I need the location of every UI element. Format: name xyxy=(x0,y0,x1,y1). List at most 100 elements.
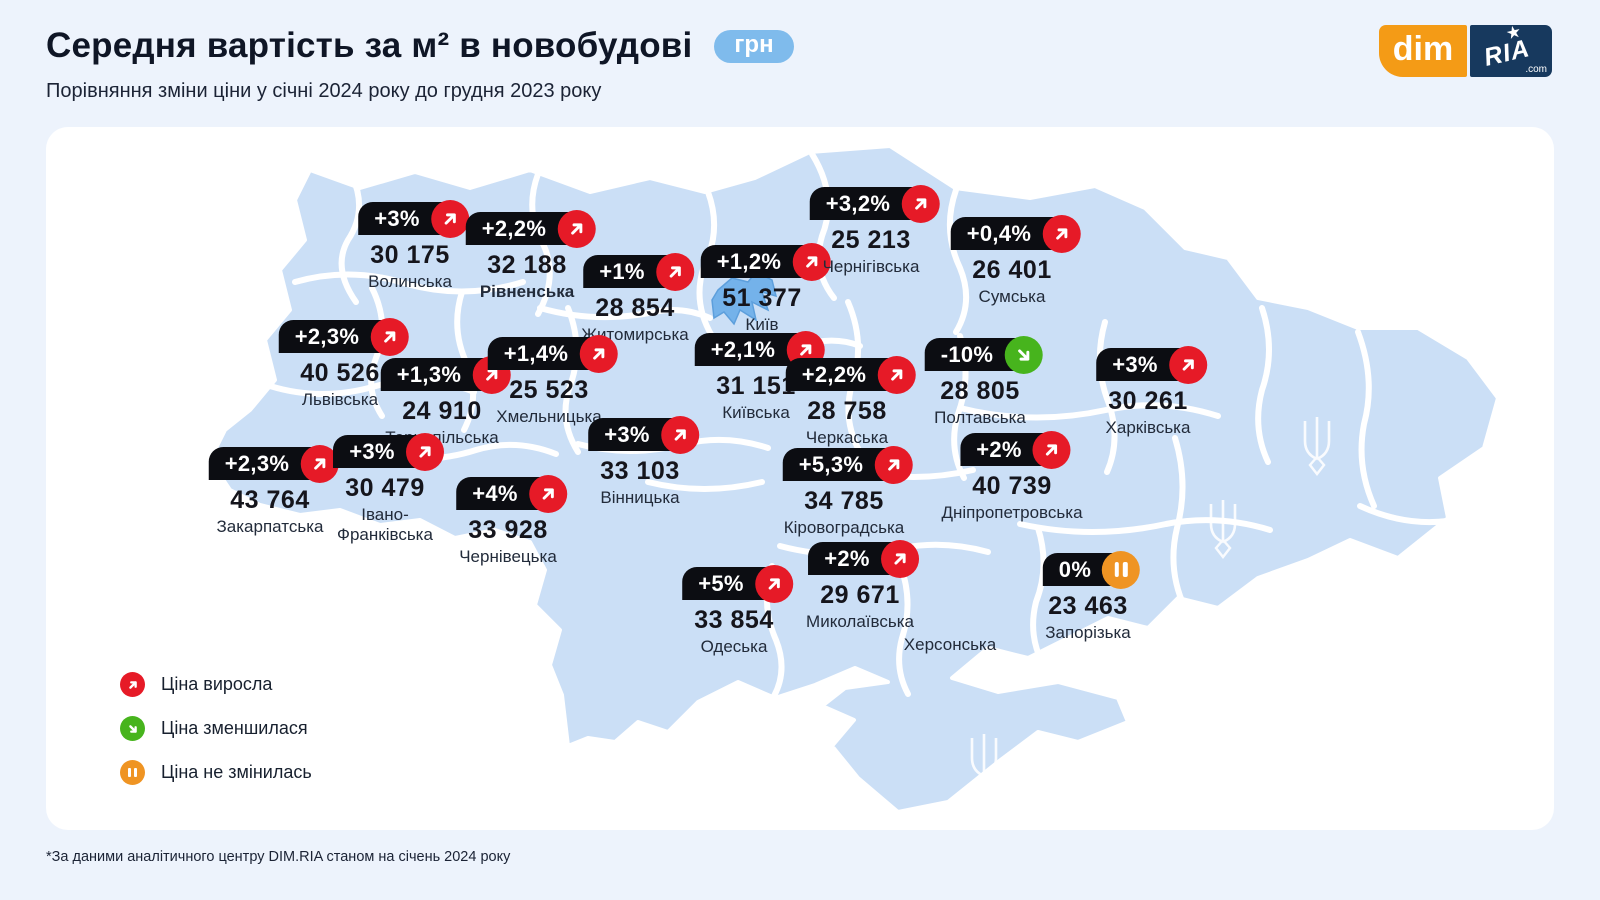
region-price: 28 758 xyxy=(807,397,887,425)
trend-badge: +0,4% xyxy=(950,214,1081,253)
region-price: 28 854 xyxy=(595,294,675,322)
legend-item-down: Ціна зменшилася xyxy=(120,716,312,741)
region-label: +1,4% 25 523 Хмельницька xyxy=(487,334,618,427)
region-change: 0% xyxy=(1058,556,1092,582)
region-label: -10% 28 805 Полтавська xyxy=(924,335,1043,428)
region-price: 28 805 xyxy=(940,377,1020,405)
region-label: +3% 30 479 Івано-Франківська xyxy=(330,432,444,544)
trend-icon xyxy=(579,334,618,373)
region-price: 31 151 xyxy=(716,372,796,400)
region-label: +2,3% 40 526 Львівська xyxy=(278,317,409,410)
region-price: 51 377 xyxy=(722,284,802,312)
trend-icon xyxy=(557,209,596,248)
trend-badge: +3,2% xyxy=(809,184,940,223)
legend-label: Ціна не змінилась xyxy=(161,762,312,782)
trend-badge: +4% xyxy=(456,474,567,513)
region-label: +5% 33 854 Одеська xyxy=(682,564,793,657)
region-change: +3% xyxy=(374,205,420,231)
region-price: 33 928 xyxy=(468,516,548,544)
region-label: +0,4% 26 401 Сумська xyxy=(950,214,1081,307)
dim-logo: dim xyxy=(1379,25,1467,77)
region-name: Волинська xyxy=(368,272,452,291)
region-change: +1,3% xyxy=(396,361,462,387)
trend-icon xyxy=(528,474,567,513)
region-change: +3% xyxy=(604,421,650,447)
trend-badge: +5% xyxy=(682,564,793,603)
region-price: 43 764 xyxy=(230,486,310,514)
legend: Ціна виросла Ціна зменшилася Ціна не змі… xyxy=(120,672,312,804)
trend-icon xyxy=(370,317,409,356)
region-price: 30 479 xyxy=(345,474,425,502)
region-name: Полтавська xyxy=(934,408,1026,427)
region-name: Харківська xyxy=(1105,418,1191,437)
region-label: +3% 30 175 Волинська xyxy=(358,199,469,292)
trend-icon xyxy=(1004,335,1043,374)
region-name: Хмельницька xyxy=(496,407,602,426)
legend-label: Ціна зменшилася xyxy=(161,718,308,738)
trend-badge: +2,3% xyxy=(208,444,339,483)
region-price: 40 739 xyxy=(972,472,1052,500)
region-change: +5% xyxy=(698,570,744,596)
region-change: +2,2% xyxy=(801,361,867,387)
region-name: Миколаївська xyxy=(806,612,914,631)
trend-icon xyxy=(880,539,919,578)
header: Середня вартість за м² в новобудові грн … xyxy=(46,26,794,103)
region-change: +2,3% xyxy=(224,450,290,476)
legend-label: Ціна виросла xyxy=(161,674,273,694)
region-name: Вінницька xyxy=(600,488,680,507)
region-price: 32 188 xyxy=(487,251,567,279)
price-up-icon xyxy=(120,672,145,697)
region-change: +3% xyxy=(349,438,395,464)
region-change: +2,3% xyxy=(294,323,360,349)
trend-badge: +1,4% xyxy=(487,334,618,373)
trend-badge: +1,3% xyxy=(380,355,511,394)
trend-badge: +2,3% xyxy=(278,317,409,356)
trend-icon xyxy=(754,564,793,603)
region-price: 24 910 xyxy=(402,397,482,425)
region-change: +1,4% xyxy=(503,340,569,366)
legend-item-same: Ціна не змінилась xyxy=(120,760,312,785)
region-change: +2,2% xyxy=(481,215,547,241)
region-label: +2,3% 43 764 Закарпатська xyxy=(208,444,339,537)
region-change: +2% xyxy=(824,545,870,571)
price-down-icon xyxy=(120,716,145,741)
price-same-icon xyxy=(120,760,145,785)
trend-icon xyxy=(405,432,444,471)
ria-logo-suffix: .com xyxy=(1525,64,1547,75)
region-name: Рівненська xyxy=(479,282,575,301)
trend-icon xyxy=(874,445,913,484)
trend-badge: +2,2% xyxy=(465,209,596,248)
trend-badge: +2% xyxy=(808,539,919,578)
region-change: +1,2% xyxy=(716,248,782,274)
region-change: +0,4% xyxy=(966,220,1032,246)
region-label: +3,2% 25 213 Чернігівська xyxy=(809,184,940,277)
trend-icon xyxy=(300,444,339,483)
trend-badge: 0% xyxy=(1042,550,1141,589)
region-label: +1% 28 854 Житомирська xyxy=(581,252,694,345)
source-note: *За даними аналітичного центру DIM.RIA с… xyxy=(46,849,511,865)
trend-badge: +1,2% xyxy=(700,242,831,281)
region-name: Черкаська xyxy=(805,428,889,447)
trend-icon xyxy=(655,252,694,291)
region-price: 33 854 xyxy=(694,606,774,634)
region-price: 30 261 xyxy=(1108,387,1188,415)
region-label: +3% 30 261 Харківська xyxy=(1096,345,1207,438)
region-price: 26 401 xyxy=(972,256,1052,284)
region-name: Дніпропетровська xyxy=(941,503,1083,522)
region-change: -10% xyxy=(940,341,994,367)
trend-badge: -10% xyxy=(924,335,1043,374)
trend-icon xyxy=(430,199,469,238)
region-label: +1,2% 51 377 Київ xyxy=(700,242,831,335)
trend-badge: +5,3% xyxy=(782,445,913,484)
page-subtitle: Порівняння зміни ціни у січні 2024 року … xyxy=(46,80,602,102)
region-change: +2% xyxy=(976,436,1022,462)
region-price: 30 175 xyxy=(370,241,450,269)
trend-badge: +3% xyxy=(588,415,699,454)
region-label: +3% 33 103 Вінницька xyxy=(588,415,699,508)
ria-logo: ★ RIA .com xyxy=(1470,25,1552,77)
page-title: Середня вартість за м² в новобудові xyxy=(46,26,693,65)
trend-badge: +2,2% xyxy=(785,355,916,394)
trend-icon xyxy=(877,355,916,394)
trend-badge: +3% xyxy=(358,199,469,238)
